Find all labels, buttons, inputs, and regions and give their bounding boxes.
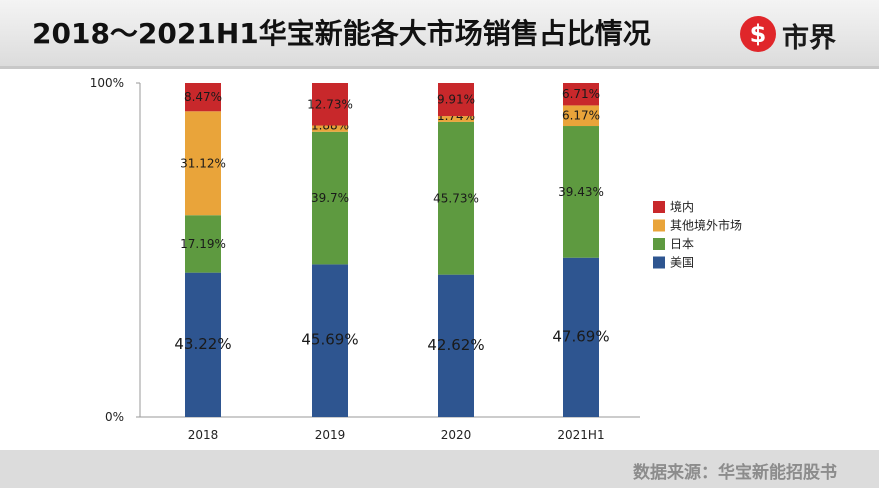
legend-swatch bbox=[653, 238, 665, 250]
legend-swatch bbox=[653, 256, 665, 269]
bar-segment bbox=[312, 264, 348, 417]
bar-segment bbox=[185, 111, 221, 216]
data-label: 6.71% bbox=[562, 87, 600, 101]
bar-segment bbox=[185, 272, 221, 417]
bar-segment bbox=[563, 126, 599, 258]
stacked-bar-chart: 0% 100% 43.22% 17.19% 31.12% 8.47% 2018 45.69% 3… bbox=[90, 76, 742, 442]
footer-bar: 数据来源：华宝新能招股书 bbox=[0, 450, 879, 488]
x-tick-label: 2019 bbox=[315, 428, 346, 442]
data-label: 17.19% bbox=[180, 237, 226, 251]
data-label: 47.69% bbox=[552, 327, 609, 345]
data-label: 31.12% bbox=[180, 156, 226, 170]
legend-label: 其他境外市场 bbox=[670, 218, 742, 233]
dollar-logo-icon: $ bbox=[740, 16, 776, 52]
bar-segment bbox=[438, 274, 474, 417]
data-label: 45.69% bbox=[301, 331, 358, 349]
legend-swatch bbox=[653, 219, 665, 232]
bar-segment bbox=[312, 125, 348, 132]
bar-segment bbox=[563, 105, 599, 127]
data-label: 43.22% bbox=[174, 335, 231, 353]
brand-logo: $ 市界 bbox=[738, 14, 848, 54]
data-source-text: 数据来源：华宝新能招股书 bbox=[633, 463, 837, 483]
data-label: 42.62% bbox=[427, 336, 484, 354]
data-label: 39.7% bbox=[311, 191, 349, 205]
bar-segment bbox=[438, 121, 474, 275]
x-tick-label: 2021H1 bbox=[557, 428, 604, 442]
bar-segment bbox=[438, 116, 474, 122]
logo-glyph: $ bbox=[750, 20, 767, 48]
x-tick-label: 2018 bbox=[188, 428, 219, 442]
data-label: 39.43% bbox=[558, 185, 604, 199]
bar-segment bbox=[185, 83, 221, 112]
legend-label: 日本 bbox=[670, 237, 694, 251]
bar-segment bbox=[563, 83, 599, 106]
legend-swatch bbox=[653, 201, 665, 213]
data-label: 9.91% bbox=[437, 93, 475, 107]
header-bar: 2018～2021H1华宝新能各大市场销售占比情况 $ 市界 bbox=[0, 0, 879, 69]
data-label: 12.73% bbox=[307, 97, 353, 111]
data-label: 6.17% bbox=[562, 109, 600, 123]
bar-segment bbox=[185, 215, 221, 273]
logo-text: 市界 bbox=[782, 23, 836, 54]
legend-label: 境内 bbox=[670, 199, 694, 214]
bar-segment bbox=[438, 83, 474, 117]
y-tick-label: 100% bbox=[90, 76, 124, 90]
x-tick-label: 2020 bbox=[441, 428, 472, 442]
bar-segment bbox=[563, 257, 599, 417]
legend-label: 美国 bbox=[670, 256, 694, 270]
data-label: 45.73% bbox=[433, 191, 479, 205]
data-label: 8.47% bbox=[184, 90, 222, 104]
y-tick-label: 0% bbox=[105, 410, 124, 424]
bar-segment bbox=[312, 83, 348, 126]
bar-segment bbox=[312, 131, 348, 265]
page-title: 2018～2021H1华宝新能各大市场销售占比情况 bbox=[32, 17, 651, 50]
